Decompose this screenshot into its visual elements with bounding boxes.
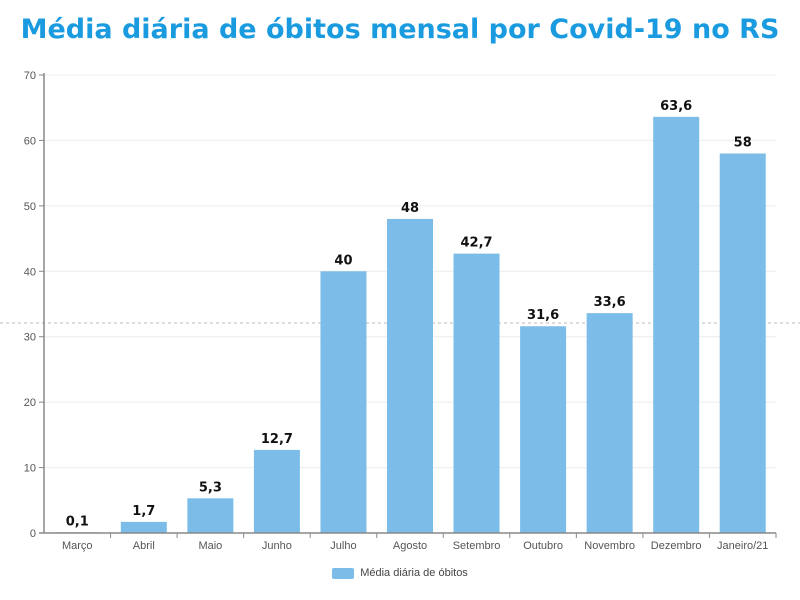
data-label: 33,6 [594, 295, 626, 310]
bar [520, 326, 567, 533]
bar [320, 271, 367, 533]
bar [253, 449, 300, 533]
bar [653, 116, 700, 534]
bar [120, 521, 167, 533]
legend-swatch [332, 567, 355, 579]
x-tick-label: Setembro [453, 540, 501, 552]
y-tick-label: 70 [24, 70, 36, 82]
chart-title: Média diária de óbitos mensal por Covid-… [20, 14, 780, 45]
x-tick-label: Janeiro/21 [717, 540, 768, 552]
y-tick-label: 20 [24, 397, 36, 409]
data-label: 31,6 [527, 308, 559, 323]
data-label: 5,3 [199, 480, 222, 495]
x-tick-label: Novembro [584, 540, 635, 552]
bar [453, 253, 500, 533]
y-tick-label: 10 [24, 463, 36, 475]
legend[interactable]: Média diária de óbitos [0, 567, 800, 579]
y-tick-label: 50 [24, 201, 36, 213]
data-label: 42,7 [461, 236, 493, 251]
x-tick-label: Agosto [393, 540, 427, 552]
data-label: 40 [334, 253, 352, 268]
data-label: 48 [401, 201, 419, 216]
x-tick-label: Maio [198, 540, 222, 552]
data-label: 63,6 [660, 99, 692, 114]
y-tick-label: 40 [24, 266, 36, 278]
y-tick-label: 30 [24, 332, 36, 344]
bar [387, 218, 433, 533]
bar [187, 498, 234, 533]
data-label: 0,1 [66, 514, 89, 529]
x-tick-label: Outubro [523, 540, 563, 552]
legend-label: Média diária de óbitos [360, 567, 468, 579]
y-tick-label: 0 [30, 528, 36, 540]
data-label: 12,7 [261, 432, 293, 447]
data-label: 1,7 [132, 504, 155, 519]
data-label: 58 [734, 136, 752, 151]
x-tick-label: Dezembro [651, 540, 702, 552]
bar [586, 313, 633, 533]
bar [719, 153, 766, 533]
x-tick-label: Julho [330, 540, 356, 552]
x-tick-label: Abril [133, 540, 155, 552]
x-tick-label: Junho [262, 540, 292, 552]
x-tick-label: Março [62, 540, 93, 552]
y-tick-label: 60 [24, 135, 36, 147]
